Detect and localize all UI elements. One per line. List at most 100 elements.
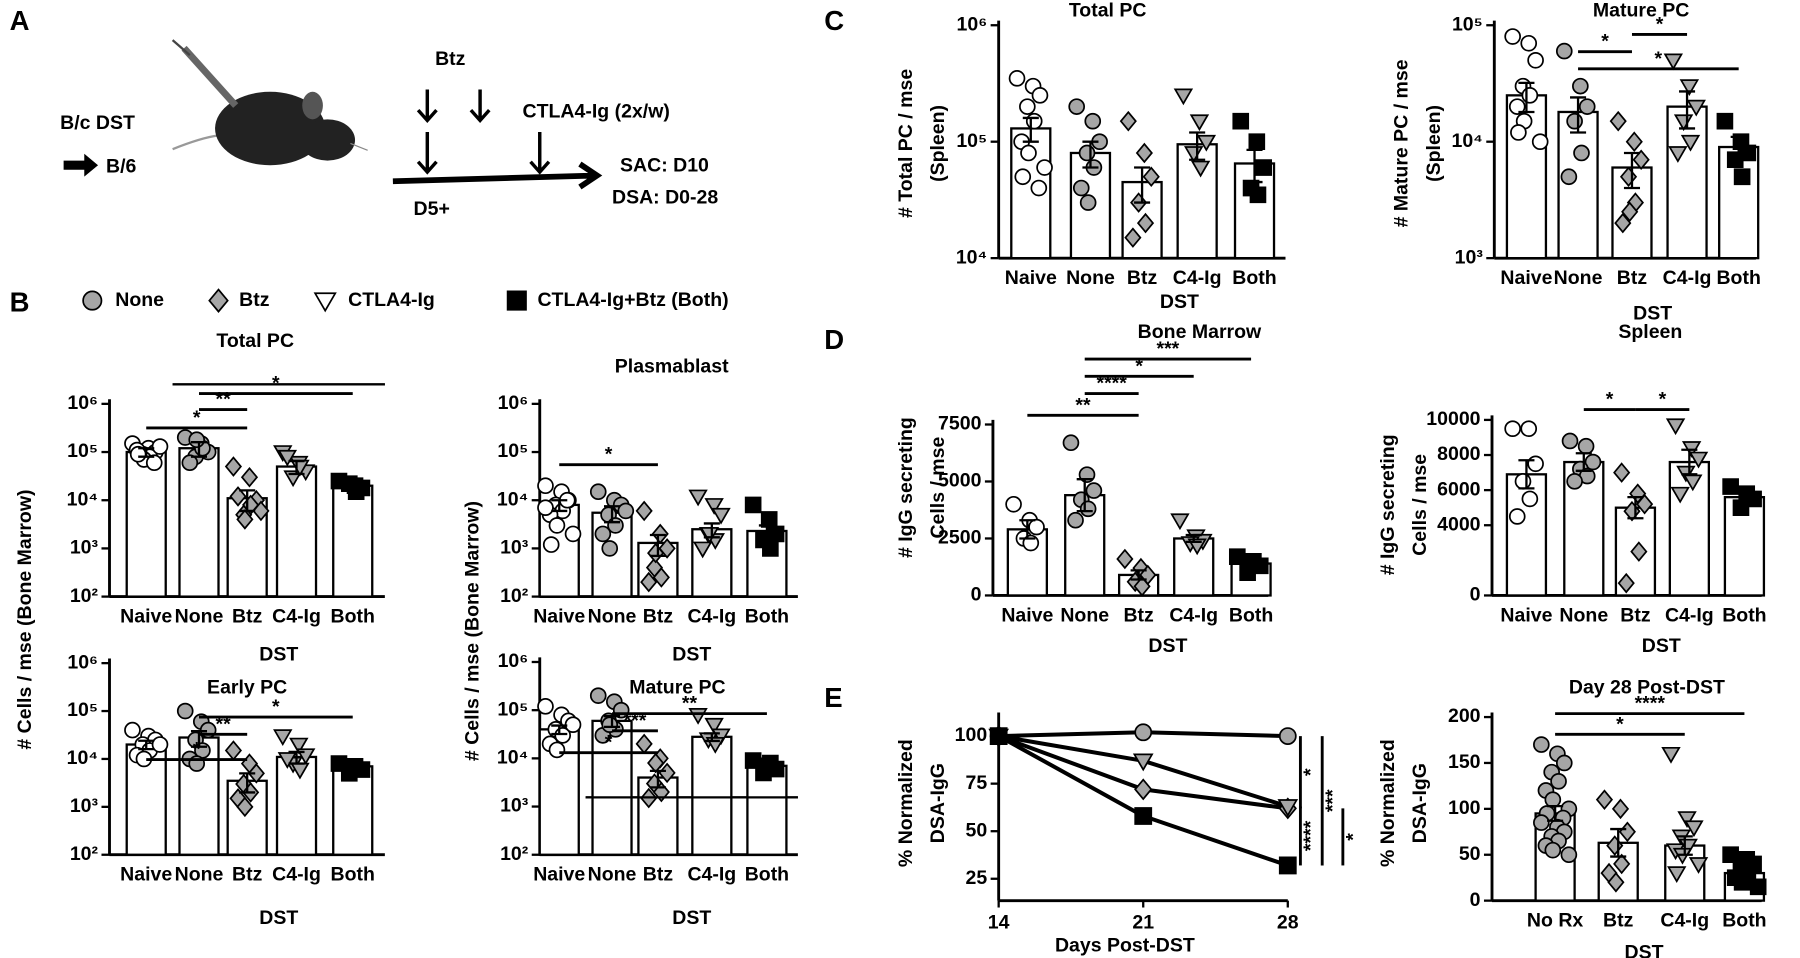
x-tick-label: C4-Ig bbox=[1173, 267, 1222, 289]
y-tick-label: 8000 bbox=[1437, 443, 1481, 465]
legend-marker bbox=[82, 290, 103, 311]
x-tick-label: C4-Ig bbox=[1663, 267, 1712, 289]
x-tick-label: Both bbox=[1722, 909, 1766, 931]
y-tick-label: 0 bbox=[1470, 889, 1481, 911]
group-label: DST bbox=[672, 643, 711, 665]
sacrifice-label: SAC: D10 bbox=[620, 155, 709, 177]
data-point bbox=[1028, 518, 1045, 536]
y-tick-label: 10⁵ bbox=[956, 130, 987, 152]
x-tick-label: Both bbox=[745, 864, 789, 886]
data-point bbox=[124, 721, 141, 739]
data-point bbox=[548, 517, 566, 534]
data-point bbox=[1133, 576, 1151, 597]
data-point bbox=[1550, 772, 1567, 790]
data-point bbox=[1014, 168, 1032, 186]
chart-title: Bone Marrow bbox=[1138, 321, 1262, 343]
chart-title: Mature PC bbox=[629, 677, 725, 699]
significance-label: ** bbox=[215, 713, 231, 735]
data-point bbox=[1613, 462, 1631, 483]
data-point bbox=[145, 454, 163, 472]
x-tick-label: C4-Ig bbox=[272, 605, 321, 627]
significance-label: **** bbox=[1096, 373, 1127, 395]
x-tick-label: Both bbox=[331, 864, 375, 886]
y-tick-label: 10⁴ bbox=[497, 488, 528, 510]
error-bar bbox=[288, 750, 305, 765]
data-point bbox=[762, 540, 779, 557]
data-point bbox=[1085, 482, 1103, 499]
data-point bbox=[1124, 227, 1142, 248]
start-label: D5+ bbox=[414, 198, 450, 220]
data-point bbox=[1584, 453, 1602, 471]
y-tick-label: 50 bbox=[965, 819, 987, 841]
significance-label: ** bbox=[1075, 394, 1091, 416]
data-point bbox=[1196, 134, 1217, 152]
y-tick-label: 0 bbox=[971, 584, 982, 606]
data-point bbox=[273, 729, 293, 747]
data-point bbox=[1504, 420, 1521, 438]
data-point bbox=[1020, 144, 1037, 162]
significance-label: * bbox=[1655, 48, 1663, 70]
data-point bbox=[1521, 87, 1539, 104]
data-point bbox=[1555, 754, 1573, 772]
data-point bbox=[1170, 513, 1190, 531]
y-tick-label: 10⁶ bbox=[498, 392, 529, 414]
x-tick-label: C4-Ig bbox=[1169, 604, 1218, 626]
data-point bbox=[289, 737, 309, 755]
y-axis-label: # Total PC / mse bbox=[895, 69, 917, 218]
data-point bbox=[1508, 508, 1526, 525]
data-point bbox=[1134, 807, 1153, 825]
x-tick-label: C4-Ig bbox=[687, 864, 736, 886]
legend-label: CTLA4-Ig bbox=[348, 289, 435, 311]
data-point bbox=[224, 740, 242, 761]
x-tick-label: C4-Ig bbox=[687, 605, 736, 627]
x-tick-label: Naive bbox=[533, 864, 585, 886]
data-point bbox=[1636, 493, 1654, 515]
data-point bbox=[1189, 114, 1210, 132]
error-bar bbox=[1681, 448, 1698, 476]
group-label: DST bbox=[672, 907, 711, 929]
data-point bbox=[537, 477, 554, 495]
x-tick-label: Both bbox=[331, 605, 375, 627]
data-point bbox=[1611, 798, 1630, 820]
y-tick-label: 50 bbox=[1459, 843, 1481, 865]
y-tick-label: 10³ bbox=[500, 795, 529, 817]
x-tick-label: None bbox=[1060, 604, 1109, 626]
y-tick-label: 75 bbox=[965, 772, 987, 794]
chart-title: Plasmablast bbox=[615, 355, 729, 377]
error-bar bbox=[1019, 519, 1036, 540]
significance-label: * bbox=[1656, 13, 1664, 35]
x-tick-label: Naive bbox=[1001, 604, 1053, 626]
significance-label: * bbox=[1300, 768, 1322, 776]
y-axis-label: # IgG secreting bbox=[1377, 434, 1399, 575]
x-tick-label: Btz bbox=[1603, 909, 1634, 931]
data-point bbox=[1566, 473, 1583, 490]
bar bbox=[1666, 105, 1708, 260]
data-point bbox=[1613, 853, 1631, 875]
data-point bbox=[564, 716, 582, 734]
data-point bbox=[1136, 212, 1155, 234]
panel-label: D bbox=[824, 324, 844, 355]
data-point bbox=[1135, 142, 1153, 164]
data-point bbox=[537, 698, 554, 715]
data-point bbox=[635, 500, 653, 522]
error-bar bbox=[1736, 488, 1753, 506]
data-point bbox=[1508, 98, 1526, 115]
x-tick-label: Both bbox=[1722, 604, 1766, 626]
data-point bbox=[1019, 98, 1036, 115]
x-tick-label: Btz bbox=[1127, 267, 1158, 289]
data-point bbox=[548, 741, 566, 759]
x-tick-label: None bbox=[1066, 267, 1115, 289]
y-tick-label: 7500 bbox=[938, 413, 982, 435]
significance-label: * bbox=[193, 738, 201, 760]
data-point bbox=[181, 454, 199, 472]
group-label: DST bbox=[259, 907, 298, 929]
data-point bbox=[1732, 499, 1750, 517]
y-tick-label: 10⁴ bbox=[67, 747, 98, 769]
significance-label: * bbox=[193, 407, 201, 429]
y-tick-label: 10² bbox=[500, 585, 529, 607]
data-point bbox=[542, 536, 560, 553]
data-point bbox=[1661, 746, 1681, 764]
bar bbox=[125, 450, 167, 598]
chart-title: Early PC bbox=[207, 677, 287, 699]
data-point bbox=[188, 431, 206, 449]
